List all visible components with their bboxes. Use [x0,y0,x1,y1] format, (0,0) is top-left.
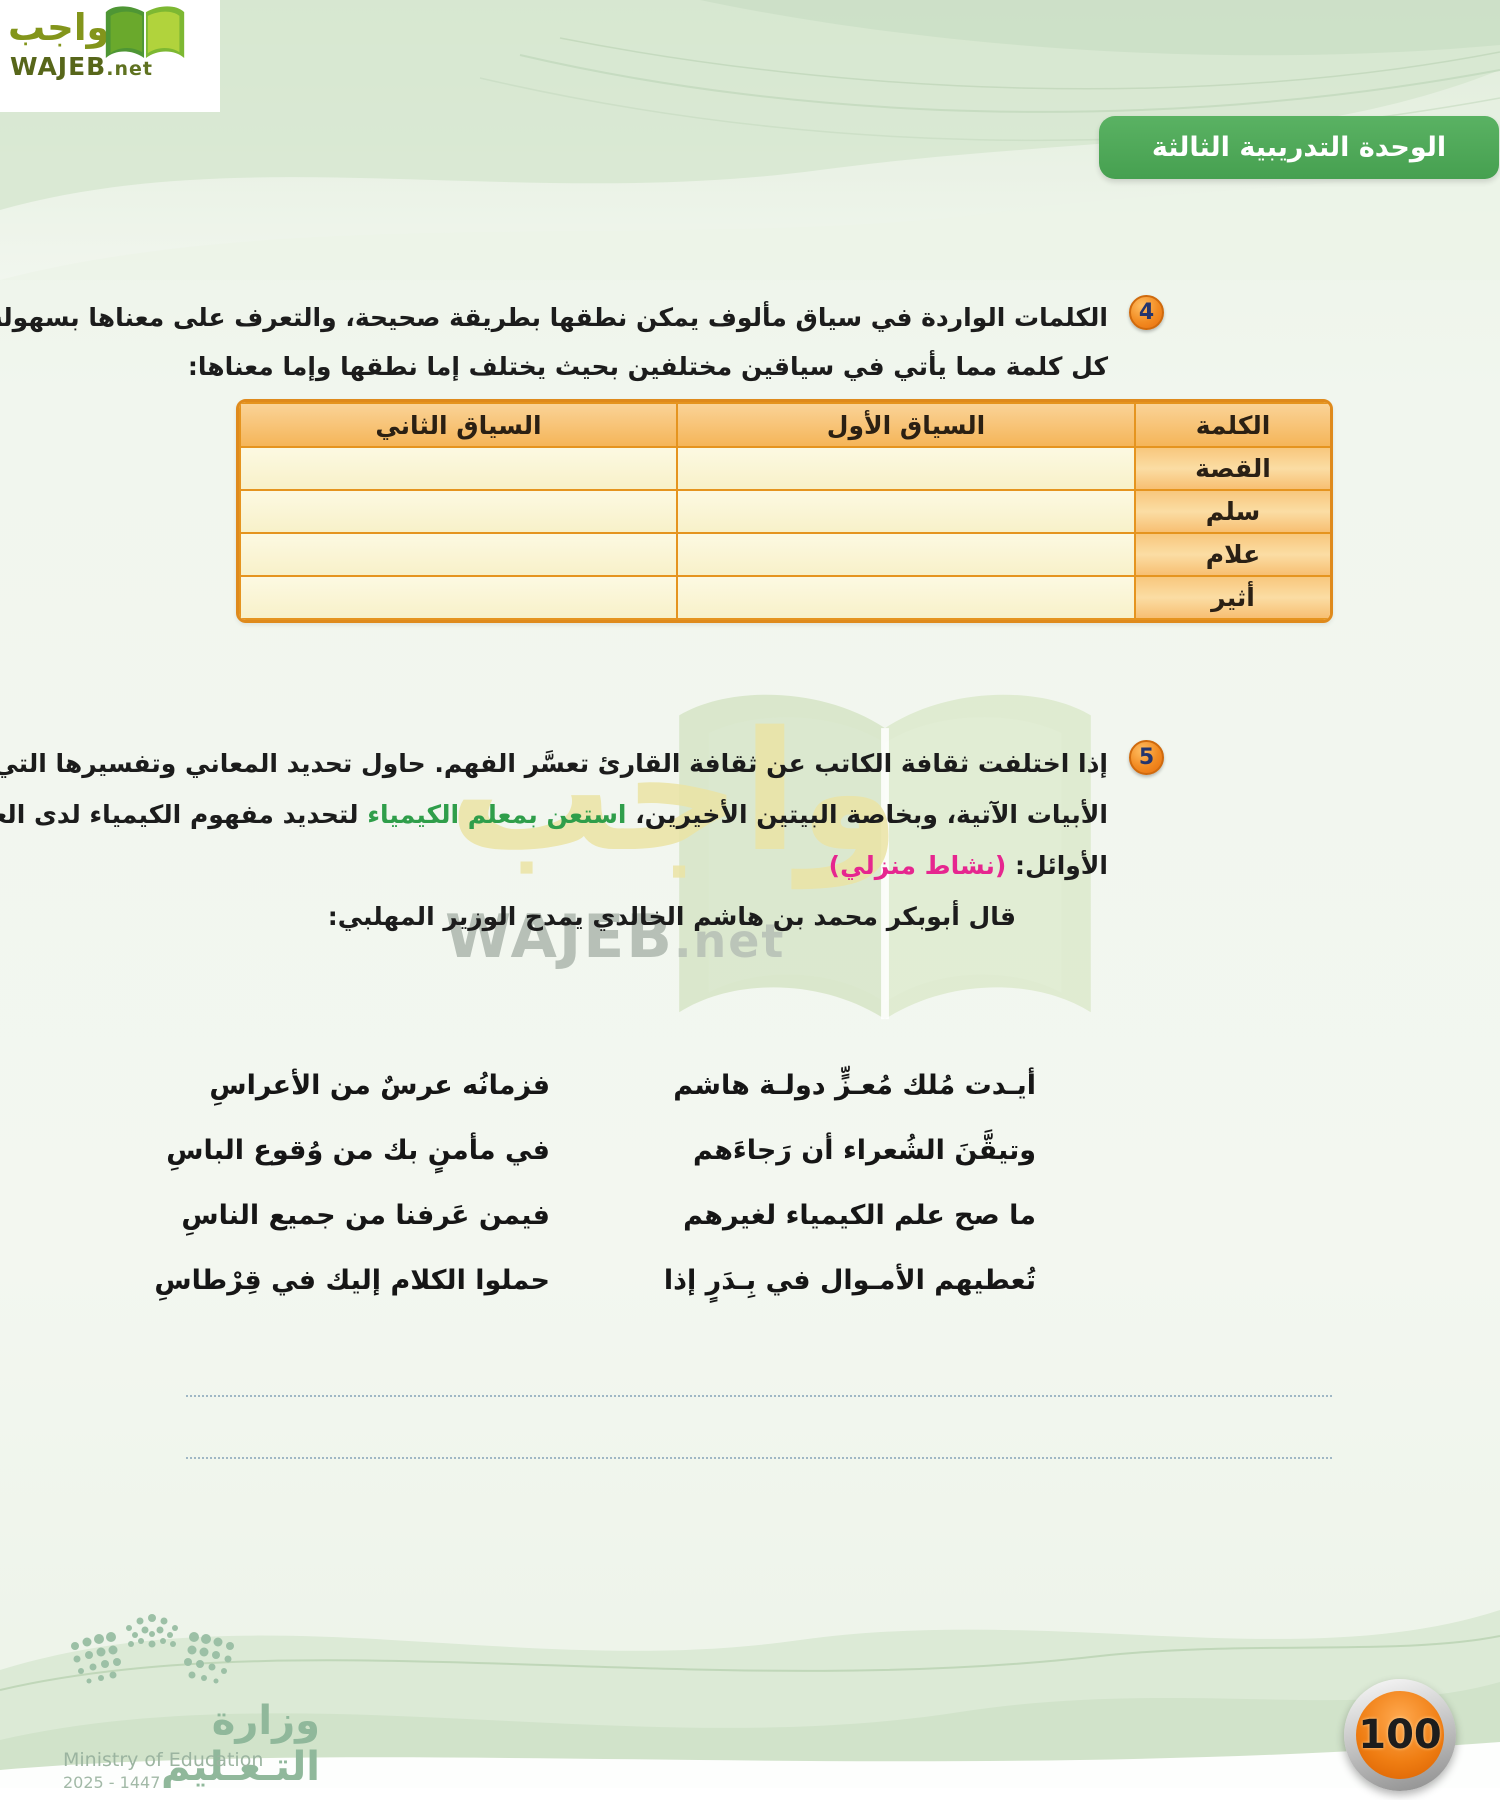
verse-second-hemistich: فزمانُه عرسٌ من الأعراسِ [209,1070,550,1101]
verse-row: أيـدت مُلك مُعـزٍّ دولـة هاشم فزمانُه عر… [209,1066,1036,1105]
ministry-logo-dots-icon [71,1614,234,1684]
poem-verses: أيـدت مُلك مُعـزٍّ دولـة هاشم فزمانُه عر… [154,1066,1036,1326]
verse-second-hemistich: فيمن عَرفنا من جميع الناسِ [181,1200,550,1231]
column-header-word: الكلمة [1134,402,1330,448]
word-cell: سلم [1134,489,1330,534]
poem-introduction: قال أبوبكر محمد بن هاشم الخالدي يمدح الو… [327,902,1016,931]
verse-row: ما صح علم الكيمياء لغيرهم فيمن عَرفنا من… [181,1196,1036,1235]
wajeb-logo: واجب WAJEB.net [0,0,220,112]
bottom-wave-decoration [0,1610,1500,1800]
question-4-text: الكلمات الواردة في سياق مألوف يمكن نطقها… [0,293,1108,391]
second-context-answer-cell[interactable] [239,575,678,620]
verse-first-hemistich: ما صح علم الكيمياء لغيرهم [683,1200,1036,1231]
first-context-answer-cell[interactable] [676,575,1136,620]
edition-year: 2025 - 1447 [63,1773,161,1792]
answer-line[interactable] [186,1457,1332,1459]
page-number-badge: 100 [1344,1679,1456,1791]
first-context-answer-cell[interactable] [676,532,1136,577]
verse-row: وتيقَّنَ الشُعراء أن رَجاءَهم في مأمنٍ ب… [166,1131,1036,1170]
table-row: أثير [239,575,1330,620]
second-context-answer-cell[interactable] [239,446,678,491]
verse-first-hemistich: تُعطيهم الأمـوال في بِـدَرٍ إذا [663,1265,1036,1296]
unit-title-text: الوحدة التدريبية الثالثة [1151,132,1447,163]
table-header-row: الكلمة السياق الأول السياق الثاني [239,402,1330,448]
table-row: سلم [239,489,1330,534]
verse-row: تُعطيهم الأمـوال في بِـدَرٍ إذا حملوا ال… [154,1261,1036,1300]
ministry-of-education-logo: وزارة التـعـليم Ministry of Education 20… [60,1612,320,1797]
question-4-line-1: الكلمات الواردة في سياق مألوف يمكن نطقها… [0,303,1108,332]
ministry-name-english: Ministry of Education [63,1749,264,1771]
open-book-icon [105,6,185,58]
word-cell: القصة [1134,446,1330,491]
wajeb-logo-latin: WAJEB.net [10,52,153,81]
verse-second-hemistich: في مأمنٍ بك من وُقوع الباسِ [166,1135,550,1166]
ministry-name-arabic: وزارة التـعـليم [160,1698,320,1790]
question-4-line-2: كل كلمة مما يأتي في سياقين مختلفين بحيث … [187,352,1108,381]
question-5-text: إذا اختلفت ثقافة الكاتب عن ثقافة القارئ … [0,738,1108,942]
highlighted-hint-text: استعن بمعلم الكيمياء [367,800,627,829]
page-number: 100 [1356,1691,1444,1779]
table-row: القصة [239,446,1330,491]
column-header-first-context: السياق الأول [676,402,1136,448]
verse-second-hemistich: حملوا الكلام إليك في قِرْطاسِ [154,1265,550,1296]
question-5-number-badge: 5 [1129,740,1164,775]
word-cell: أثير [1134,575,1330,620]
question-5-line-3: الأوائل: (نشاط منزلي) [828,851,1108,880]
wajeb-logo-arabic: واجب [8,6,110,49]
table-row: علام [239,532,1330,577]
question-5-line-1: إذا اختلفت ثقافة الكاتب عن ثقافة القارئ … [0,749,1108,778]
first-context-answer-cell[interactable] [676,489,1136,534]
word-contexts-table: الكلمة السياق الأول السياق الثاني القصة … [236,399,1333,623]
verse-first-hemistich: وتيقَّنَ الشُعراء أن رَجاءَهم [693,1135,1036,1166]
bottom-page-margin [0,1788,1500,1800]
unit-title-banner: الوحدة التدريبية الثالثة [1099,116,1499,179]
verse-first-hemistich: أيـدت مُلك مُعـزٍّ دولـة هاشم [673,1070,1036,1101]
second-context-answer-cell[interactable] [239,532,678,577]
answer-line[interactable] [186,1395,1332,1397]
column-header-second-context: السياق الثاني [239,402,678,448]
question-4-number-badge: 4 [1129,295,1164,330]
question-5-line-2: الأبيات الآتية، وبخاصة البيتين الأخيرين،… [0,800,1108,829]
second-context-answer-cell[interactable] [239,489,678,534]
first-context-answer-cell[interactable] [676,446,1136,491]
word-cell: علام [1134,532,1330,577]
home-activity-note: (نشاط منزلي) [828,851,1007,880]
